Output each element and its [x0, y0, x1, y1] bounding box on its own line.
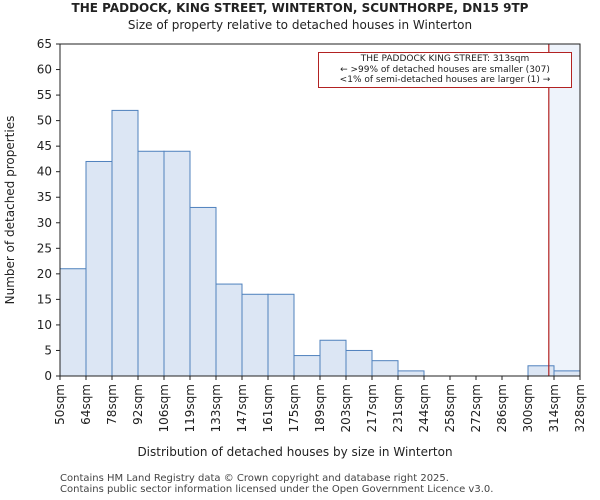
y-tick-label: 40 — [37, 165, 52, 179]
x-tick-label: 119sqm — [183, 384, 197, 432]
property-highlight-region — [548, 44, 580, 376]
y-tick-label: 5 — [44, 343, 52, 357]
x-tick-label: 50sqm — [53, 384, 67, 425]
annotation-line-2: ← >99% of detached houses are smaller (3… — [340, 64, 550, 75]
y-tick-label: 60 — [37, 63, 52, 77]
x-tick-label: 189sqm — [313, 384, 327, 432]
footer-copyright: Contains HM Land Registry data © Crown c… — [60, 473, 449, 484]
y-tick-label: 35 — [37, 190, 52, 204]
x-tick-label: 175sqm — [287, 384, 301, 432]
y-axis-label: Number of detached properties — [3, 116, 17, 305]
x-tick-label: 203sqm — [339, 384, 353, 432]
x-tick-label: 147sqm — [235, 384, 249, 432]
y-tick-label: 65 — [37, 37, 52, 51]
chart-title: THE PADDOCK, KING STREET, WINTERTON, SCU… — [71, 1, 529, 15]
annotation-line-1: THE PADDOCK KING STREET: 313sqm — [360, 54, 530, 64]
x-tick-label: 286sqm — [495, 384, 509, 432]
y-tick-label: 25 — [37, 241, 52, 255]
bar-92sqm — [137, 150, 165, 377]
x-tick-label: 258sqm — [443, 384, 457, 432]
bar-147sqm — [241, 293, 269, 377]
bar-133sqm — [215, 283, 243, 377]
y-tick-label: 45 — [37, 139, 52, 153]
y-tick-label: 55 — [37, 88, 52, 102]
y-tick-label: 15 — [37, 292, 52, 306]
x-tick-label: 328sqm — [573, 384, 587, 432]
x-tick-label: 161sqm — [261, 384, 275, 432]
x-tick-label: 78sqm — [105, 384, 119, 425]
x-tick-label: 244sqm — [417, 384, 431, 432]
bar-50sqm — [59, 268, 87, 377]
footer-licence: Contains public sector information licen… — [60, 484, 494, 495]
chart-subtitle: Size of property relative to detached ho… — [127, 18, 473, 32]
y-tick-label: 30 — [37, 216, 52, 230]
x-tick-label: 314sqm — [547, 384, 561, 432]
bar-231sqm — [397, 370, 425, 377]
bar-203sqm — [345, 349, 373, 377]
y-tick-label: 20 — [37, 267, 52, 281]
x-tick-label: 64sqm — [79, 384, 93, 425]
x-tick-label: 272sqm — [469, 384, 483, 432]
bar-217sqm — [371, 360, 399, 377]
x-tick-label: 106sqm — [157, 384, 171, 432]
y-tick-label: 10 — [37, 318, 52, 332]
y-tick-label: 0 — [44, 369, 52, 383]
bar-161sqm — [267, 293, 295, 377]
bar-189sqm — [319, 339, 347, 377]
bar-175sqm — [293, 355, 321, 377]
x-axis-label: Distribution of detached houses by size … — [137, 445, 452, 459]
bar-314sqm — [553, 370, 581, 377]
bar-78sqm — [111, 109, 139, 377]
bar-106sqm — [163, 150, 191, 377]
bar-119sqm — [189, 206, 217, 377]
property-annotation-box: THE PADDOCK KING STREET: 313sqm ← >99% o… — [318, 52, 572, 88]
x-tick-label: 300sqm — [521, 384, 535, 432]
y-tick-label: 50 — [37, 114, 52, 128]
x-tick-label: 92sqm — [131, 384, 145, 425]
x-tick-label: 217sqm — [365, 384, 379, 432]
annotation-line-3: <1% of semi-detached houses are larger (… — [339, 75, 551, 85]
x-tick-label: 231sqm — [391, 384, 405, 432]
bar-300sqm — [527, 365, 555, 377]
bar-64sqm — [85, 160, 113, 377]
x-tick-label: 133sqm — [209, 384, 223, 432]
